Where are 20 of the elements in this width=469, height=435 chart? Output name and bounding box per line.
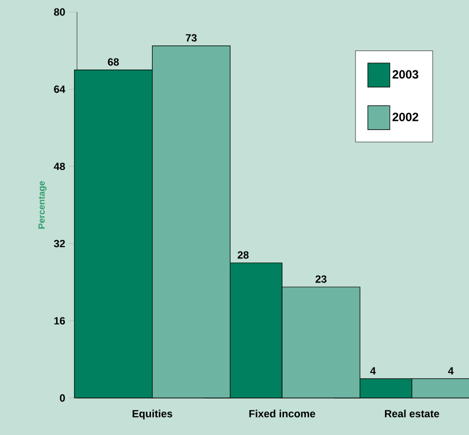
bar xyxy=(282,287,360,398)
data-label: 73 xyxy=(186,34,197,42)
y-tick-label: 48 xyxy=(54,162,65,170)
data-label: 23 xyxy=(316,275,326,283)
y-tick-label: 16 xyxy=(54,317,65,324)
x-tick-label: Real estate xyxy=(384,410,440,418)
y-tick-label: 80 xyxy=(54,8,65,16)
bar xyxy=(152,46,230,398)
data-label: 4 xyxy=(370,367,376,374)
data-label: 28 xyxy=(238,251,249,259)
data-label: 4 xyxy=(448,367,454,374)
x-tick-label: Fixed income xyxy=(249,410,316,418)
data-label: 68 xyxy=(108,58,119,66)
y-axis-title: Percentage xyxy=(38,181,47,229)
legend-label: 2002 xyxy=(392,112,418,122)
legend-label: 2003 xyxy=(392,70,418,79)
y-tick-label: 64 xyxy=(54,85,66,93)
y-tick-label: 32 xyxy=(54,240,65,248)
y-tick-label: 0 xyxy=(60,394,65,402)
x-tick-label: Equities xyxy=(132,410,172,420)
